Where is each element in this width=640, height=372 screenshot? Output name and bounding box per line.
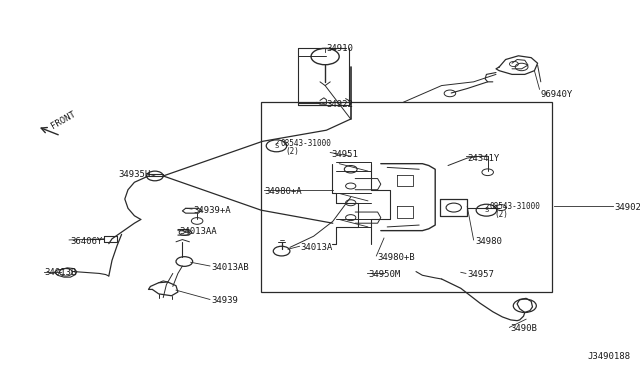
Bar [261, 102, 552, 292]
Text: 34950M: 34950M [368, 270, 400, 279]
Text: 34013A: 34013A [301, 243, 333, 252]
Text: 34910: 34910 [326, 44, 353, 53]
Text: 34951: 34951 [332, 150, 358, 159]
Text: S: S [484, 207, 488, 213]
Text: 36406Y: 36406Y [70, 237, 102, 246]
Text: 34935H: 34935H [118, 170, 150, 179]
Text: 34013AA: 34013AA [179, 227, 217, 236]
Text: (2): (2) [285, 147, 300, 156]
Text: 08543-31000: 08543-31000 [490, 202, 540, 211]
Text: J3490188: J3490188 [588, 352, 630, 361]
Text: 3490B: 3490B [511, 324, 538, 333]
Text: 08543-31000: 08543-31000 [280, 139, 331, 148]
Text: (2): (2) [495, 210, 509, 219]
Text: 34902: 34902 [614, 203, 640, 212]
Text: 34957: 34957 [467, 270, 494, 279]
Text: 34980+B: 34980+B [378, 253, 415, 262]
Text: 34922: 34922 [326, 100, 353, 109]
Text: 96940Y: 96940Y [541, 90, 573, 99]
Text: FRONT: FRONT [50, 110, 77, 131]
Text: 34013B: 34013B [45, 268, 77, 277]
Text: 34939+A: 34939+A [193, 206, 231, 215]
Text: S: S [275, 143, 278, 149]
Text: 34980+A: 34980+A [264, 187, 302, 196]
Text: 34013AB: 34013AB [211, 263, 249, 272]
Text: 34980: 34980 [475, 237, 502, 246]
Text: 24341Y: 24341Y [467, 154, 499, 163]
Text: 34939: 34939 [211, 296, 238, 305]
